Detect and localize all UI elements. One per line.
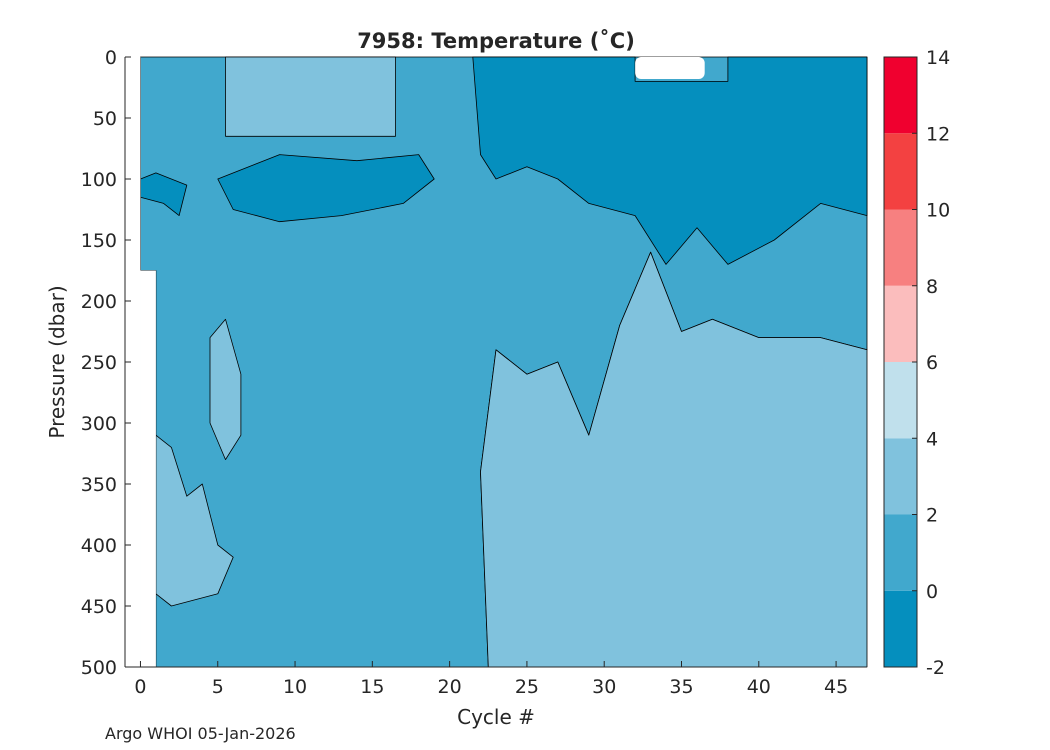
y-tick-label: 500	[81, 657, 117, 679]
colorbar-tick-label: 14	[926, 47, 950, 69]
x-tick-label: 5	[212, 676, 224, 698]
contour-region-2	[225, 56, 396, 137]
colorbar-tick-label: 4	[926, 428, 938, 450]
y-tick-label: 100	[81, 169, 117, 191]
colorbar-tick-label: 2	[926, 505, 938, 527]
x-axis-label: Cycle #	[457, 705, 535, 729]
y-tick-label: 250	[81, 352, 117, 374]
y-axis: 0 50 100 150 200 250 300 350 400 450 500	[81, 47, 131, 679]
contour-region-4	[155, 434, 234, 607]
colorbar-tick-label: -2	[926, 657, 945, 679]
contour-region-5	[209, 318, 242, 461]
colorbar-level	[884, 514, 917, 591]
colorbar-tick-label: 10	[926, 200, 950, 222]
contour-region-7	[217, 154, 435, 223]
x-tick-label: 25	[515, 676, 539, 698]
colorbar-tick-label: 0	[926, 581, 938, 603]
colorbar-tick-label: 12	[926, 123, 950, 145]
y-tick-label: 450	[81, 596, 117, 618]
x-tick-label: 15	[360, 676, 384, 698]
contour-region-6	[472, 56, 868, 265]
no-data-surface-gap	[635, 57, 705, 79]
x-tick-label: 45	[824, 676, 848, 698]
x-tick-label: 0	[134, 676, 146, 698]
y-axis-label: Pressure (dbar)	[45, 285, 69, 438]
no-data-left	[125, 57, 141, 667]
colorbar-level	[884, 590, 917, 667]
footer-credit: Argo WHOI 05-Jan-2026	[105, 724, 296, 743]
colorbar-level	[884, 438, 917, 515]
x-tick-label: 10	[283, 676, 307, 698]
contour-region-8	[140, 172, 188, 217]
colorbar-tick-label: 8	[926, 276, 938, 298]
y-tick-label: 350	[81, 474, 117, 496]
colorbar-tick-label: 6	[926, 352, 938, 374]
y-tick-label: 150	[81, 230, 117, 252]
y-tick-label: 300	[81, 413, 117, 435]
y-tick-label: 0	[105, 47, 117, 69]
x-tick-label: 20	[438, 676, 462, 698]
x-tick-label: 40	[747, 676, 771, 698]
contour-plot-area	[124, 56, 868, 668]
y-tick-label: 200	[81, 291, 117, 313]
colorbar-level	[884, 209, 917, 286]
colorbar: -2 0 2 4 6 8 10 12 14	[883, 47, 950, 679]
colorbar-level	[884, 362, 917, 439]
x-tick-label: 35	[669, 676, 693, 698]
y-tick-label: 50	[93, 108, 117, 130]
x-tick-label: 30	[592, 676, 616, 698]
x-axis: 0 5 10 15 20 25 30 35 40 45	[134, 661, 848, 698]
colorbar-level	[884, 57, 917, 134]
chart-title: 7958: Temperature (˚C)	[357, 29, 635, 53]
colorbar-level	[884, 285, 917, 362]
y-tick-label: 400	[81, 535, 117, 557]
no-data-early-cycle	[140, 270, 156, 667]
colorbar-level	[884, 133, 917, 210]
contour-region-3	[480, 251, 868, 668]
